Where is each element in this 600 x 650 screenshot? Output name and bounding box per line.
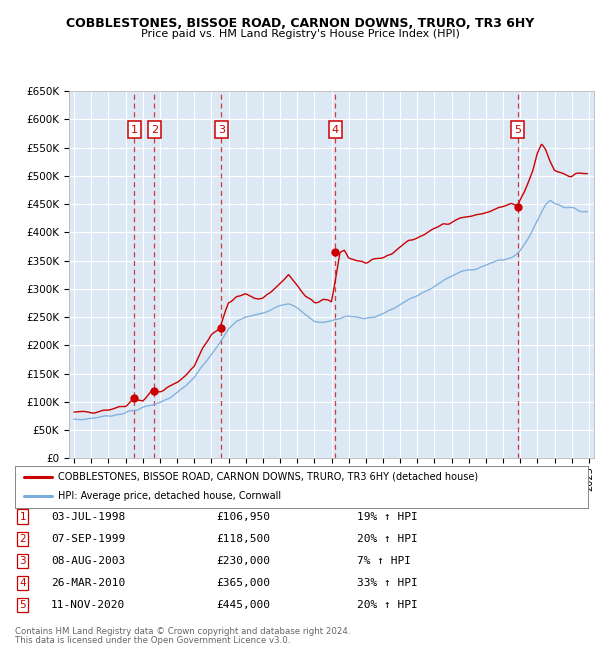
Text: Contains HM Land Registry data © Crown copyright and database right 2024.: Contains HM Land Registry data © Crown c… bbox=[15, 627, 350, 636]
Text: 5: 5 bbox=[19, 600, 26, 610]
Text: 19% ↑ HPI: 19% ↑ HPI bbox=[357, 512, 418, 522]
Text: 2: 2 bbox=[19, 534, 26, 544]
Text: 20% ↑ HPI: 20% ↑ HPI bbox=[357, 534, 418, 544]
Text: £230,000: £230,000 bbox=[216, 556, 270, 566]
Text: 1: 1 bbox=[131, 125, 137, 135]
Text: 3: 3 bbox=[19, 556, 26, 566]
Text: 33% ↑ HPI: 33% ↑ HPI bbox=[357, 578, 418, 588]
Text: 08-AUG-2003: 08-AUG-2003 bbox=[51, 556, 125, 566]
Text: COBBLESTONES, BISSOE ROAD, CARNON DOWNS, TRURO, TR3 6HY: COBBLESTONES, BISSOE ROAD, CARNON DOWNS,… bbox=[66, 17, 534, 30]
Text: HPI: Average price, detached house, Cornwall: HPI: Average price, detached house, Corn… bbox=[58, 491, 281, 501]
Text: 2: 2 bbox=[151, 125, 158, 135]
Text: £118,500: £118,500 bbox=[216, 534, 270, 544]
Text: 11-NOV-2020: 11-NOV-2020 bbox=[51, 600, 125, 610]
Text: COBBLESTONES, BISSOE ROAD, CARNON DOWNS, TRURO, TR3 6HY (detached house): COBBLESTONES, BISSOE ROAD, CARNON DOWNS,… bbox=[58, 472, 478, 482]
Text: 4: 4 bbox=[332, 125, 339, 135]
Text: 03-JUL-1998: 03-JUL-1998 bbox=[51, 512, 125, 522]
Text: 26-MAR-2010: 26-MAR-2010 bbox=[51, 578, 125, 588]
Text: Price paid vs. HM Land Registry's House Price Index (HPI): Price paid vs. HM Land Registry's House … bbox=[140, 29, 460, 39]
Text: 7% ↑ HPI: 7% ↑ HPI bbox=[357, 556, 411, 566]
Text: 20% ↑ HPI: 20% ↑ HPI bbox=[357, 600, 418, 610]
Text: 4: 4 bbox=[19, 578, 26, 588]
Text: £106,950: £106,950 bbox=[216, 512, 270, 522]
Text: £445,000: £445,000 bbox=[216, 600, 270, 610]
Text: This data is licensed under the Open Government Licence v3.0.: This data is licensed under the Open Gov… bbox=[15, 636, 290, 645]
Text: 5: 5 bbox=[514, 125, 521, 135]
Text: 3: 3 bbox=[218, 125, 225, 135]
Text: 1: 1 bbox=[19, 512, 26, 522]
Text: £365,000: £365,000 bbox=[216, 578, 270, 588]
Text: 07-SEP-1999: 07-SEP-1999 bbox=[51, 534, 125, 544]
